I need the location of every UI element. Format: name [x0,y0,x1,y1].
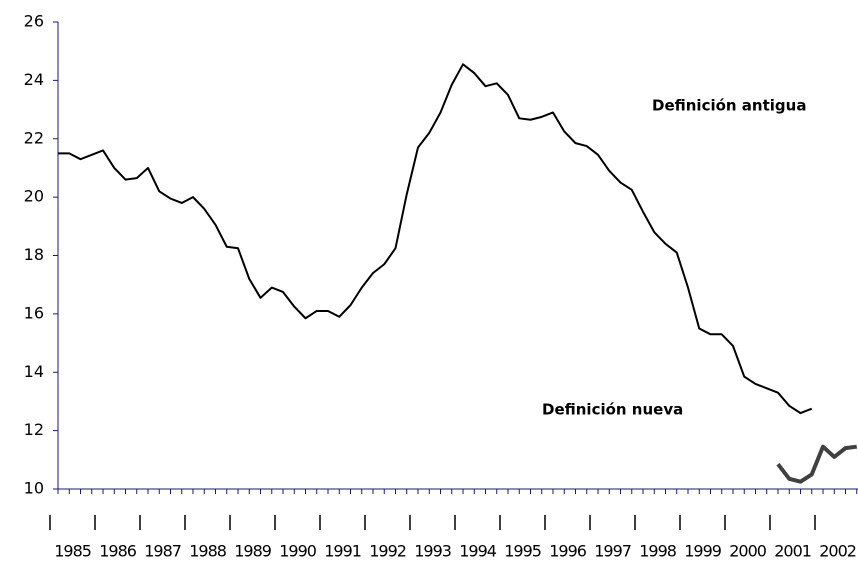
x-tick-label: 2000 [729,542,767,561]
x-tick-label: 1997 [594,542,631,561]
x-tick-label: 1995 [504,542,541,561]
series-label: Definición antigua [652,97,806,115]
y-tick-label: 18 [24,245,44,264]
line-series [776,444,858,484]
x-tick-label: 1998 [639,542,677,561]
y-tick-label: 12 [24,420,44,439]
y-tick-label: 22 [24,128,44,147]
x-tick-label: 1999 [684,542,722,561]
x-tick-label: 1985 [54,542,91,561]
y-tick-label: 24 [24,70,44,89]
x-tick-label: 2001 [774,542,811,561]
y-tick-label: 20 [24,187,44,206]
y-tick-label: 26 [24,12,44,31]
x-tick-label: 1987 [144,542,181,561]
x-tick-label: 1986 [99,542,137,561]
line-series [58,63,813,415]
x-tick-label: 1994 [459,542,497,561]
x-tick-label: 1991 [324,542,361,561]
series-label: Definición nueva [542,401,683,419]
y-tick-label: 14 [24,362,44,381]
x-tick-label: 1990 [279,542,317,561]
x-tick-label: 2002 [819,542,856,561]
y-tick-label: 16 [24,303,44,322]
x-tick-label: 1992 [369,542,406,561]
x-tick-label: 1996 [549,542,587,561]
x-tick-label: 1989 [234,542,272,561]
x-tick-label: 1993 [414,542,451,561]
y-tick-label: 10 [24,479,44,498]
x-tick-label: 1988 [189,542,227,561]
